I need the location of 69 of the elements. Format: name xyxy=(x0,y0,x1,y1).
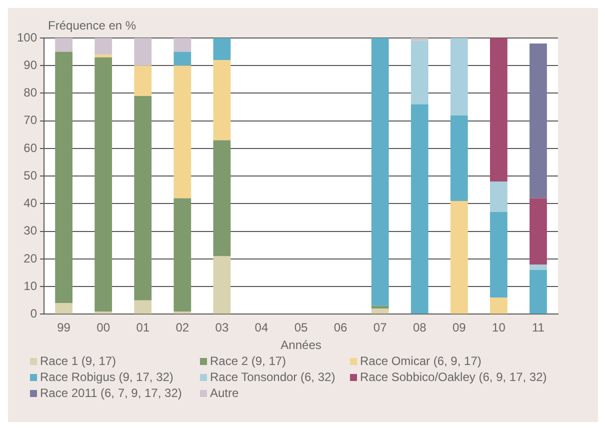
x-tick-label: 00 xyxy=(96,320,110,335)
bar xyxy=(371,38,389,306)
bar xyxy=(213,140,231,256)
bar xyxy=(213,60,231,140)
x-tick-label: 99 xyxy=(57,320,71,335)
x-tick-label: 06 xyxy=(334,320,348,335)
bar xyxy=(55,303,72,314)
x-tick-label: 03 xyxy=(215,320,229,335)
bar xyxy=(174,66,192,198)
bar xyxy=(530,198,547,264)
y-tick-label: 30 xyxy=(24,224,38,238)
legend-label: Race Tonsondor (6, 32) xyxy=(209,370,336,384)
bar xyxy=(94,57,112,312)
y-tick-label: 90 xyxy=(24,58,38,72)
legend-label: Autre xyxy=(209,386,240,400)
bar xyxy=(530,44,547,198)
x-tick-label: 04 xyxy=(254,320,268,335)
x-tick-label: 07 xyxy=(373,320,388,335)
x-tick-label: 10 xyxy=(492,320,506,335)
x-tick-label: 01 xyxy=(136,320,150,335)
bar xyxy=(213,38,231,60)
bar xyxy=(134,96,152,300)
legend-label: Race Sobbico/Oakley (6, 9, 17, 32) xyxy=(359,370,548,384)
bar xyxy=(213,256,231,314)
bar xyxy=(490,212,508,298)
bar xyxy=(371,308,389,314)
y-tick-label: 50 xyxy=(24,168,38,182)
bar xyxy=(94,38,112,55)
bar xyxy=(410,104,428,314)
bar xyxy=(174,52,192,66)
y-tick-label: 0 xyxy=(30,306,38,321)
bar xyxy=(174,198,192,312)
x-axis-title: Années xyxy=(280,338,322,352)
bar xyxy=(174,38,192,52)
x-tick-label: 11 xyxy=(532,320,545,335)
bar xyxy=(55,52,72,304)
legend-label: Race Robigus (9, 17, 32) xyxy=(39,370,174,384)
x-tick-label: 02 xyxy=(176,320,190,335)
bar xyxy=(490,38,508,182)
x-tick-label: 08 xyxy=(412,320,427,335)
bar xyxy=(530,270,547,314)
y-tick-label: 10 xyxy=(24,278,38,293)
y-tick-label: 20 xyxy=(24,251,38,266)
y-tick-label: 40 xyxy=(24,196,38,210)
bar xyxy=(450,38,468,116)
bar xyxy=(450,200,468,314)
bar xyxy=(530,264,547,270)
bar xyxy=(490,298,508,314)
bar xyxy=(55,38,72,52)
y-tick-label: 100 xyxy=(16,30,38,44)
bar xyxy=(410,38,428,41)
bar xyxy=(371,306,389,309)
bar xyxy=(134,300,152,314)
bar xyxy=(450,115,468,201)
y-tick-label: 80 xyxy=(24,86,38,100)
y-tick-label: 60 xyxy=(24,140,38,155)
x-tick-label: 09 xyxy=(452,320,466,335)
bar xyxy=(490,182,508,212)
x-tick-label: 05 xyxy=(294,320,308,335)
legend-label: Race 1 (9, 17) xyxy=(39,354,118,368)
bar xyxy=(94,54,112,58)
legend-label: Race 2 (9, 17) xyxy=(209,354,288,368)
legend-label: Race 2011 (6, 7, 9, 17, 32) xyxy=(39,386,183,400)
bar xyxy=(134,66,152,96)
y-tick-label: 70 xyxy=(24,113,38,128)
legend-label: Race Omicar (6, 9, 17) xyxy=(359,354,482,368)
bar xyxy=(134,38,152,66)
y-axis-title: Fréquence en % xyxy=(48,18,136,32)
bar xyxy=(410,40,428,104)
